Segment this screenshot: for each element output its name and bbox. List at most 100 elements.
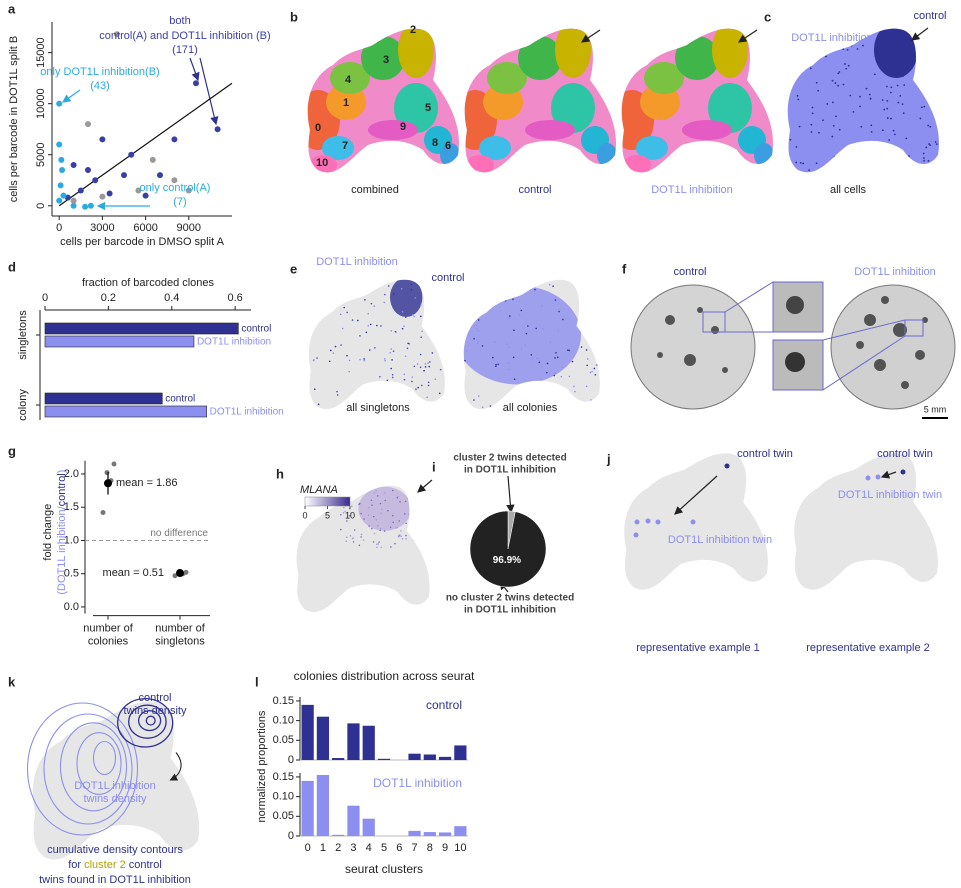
point [112,461,117,466]
cell [340,314,342,316]
cell [359,398,361,400]
arrow [912,28,928,40]
cell [404,379,406,381]
point [56,198,62,204]
cell [783,40,785,42]
colorbar-tick-label: 10 [345,510,355,520]
cell [315,314,317,316]
point [121,172,127,178]
cell [353,541,355,543]
cell [407,497,409,499]
caption: representative example 1 [636,642,760,654]
cell [463,343,465,345]
cell [466,285,468,287]
cell [444,314,446,316]
cell [330,350,332,352]
annotation: (7) [173,196,186,208]
cell [818,132,820,134]
y-axis-label: normalized proportions [256,710,268,822]
cell [360,536,362,538]
cell [849,95,851,97]
cell [497,364,499,366]
cell [594,368,596,370]
x-tick-label: 0.6 [228,292,243,304]
cell [464,360,466,362]
cell [413,539,415,541]
cell [462,333,464,335]
x-tick-label: 9 [442,842,448,854]
cell [922,37,924,39]
x-tick-label: 3000 [90,222,114,234]
cell [795,146,797,148]
cell [790,19,792,21]
annotation: (171) [172,44,198,56]
cell [520,310,522,312]
cell [335,346,337,348]
cell [359,503,361,505]
cell [923,56,925,58]
cell [592,274,594,276]
cell [364,480,366,482]
cell [387,380,389,382]
cell [427,495,429,497]
cell [306,350,308,352]
cell [402,328,404,330]
cell [586,385,588,387]
cell [569,350,571,352]
cell [414,405,416,407]
cell [816,162,818,164]
cell [839,129,841,131]
cell [862,45,864,47]
cell [373,288,375,290]
cell [909,35,911,37]
cell [590,399,592,401]
cell [376,547,378,549]
point [71,162,77,168]
cell [417,527,419,529]
cell [390,348,392,350]
bar [408,754,420,760]
caption: all cells [830,184,867,196]
bar [454,745,466,760]
cell [412,507,414,509]
colorbar [305,497,350,506]
slice-label: cluster 2 twins detected [453,453,566,464]
cell [340,529,342,531]
cell [420,537,422,539]
y-tick-label: 0.10 [273,715,294,727]
cell [427,294,429,296]
cell [351,505,353,507]
bar [408,831,420,836]
cell [359,545,361,547]
cell [399,534,401,536]
cell [388,285,390,287]
cell [390,330,392,332]
cell [352,319,354,321]
cell [936,143,938,145]
cell [887,162,889,164]
cell [408,343,410,345]
mean-point [176,569,184,577]
cell [581,346,583,348]
cell [405,513,407,515]
cell [589,305,591,307]
cell [384,480,386,482]
cell [510,275,512,277]
y-tick-label: 15000 [35,37,47,68]
cell [418,295,420,297]
cell [547,363,549,365]
arrow [200,58,216,124]
cell [325,301,327,303]
point [56,142,62,148]
cell [312,314,314,316]
cell [424,480,426,482]
point [59,167,65,173]
cell [326,277,328,279]
cell [923,153,925,155]
point [58,157,64,163]
cell [411,376,413,378]
cell [835,115,837,117]
cell [363,360,365,362]
cluster-label: 10 [316,157,328,169]
y-tick-label: 5000 [35,142,47,166]
